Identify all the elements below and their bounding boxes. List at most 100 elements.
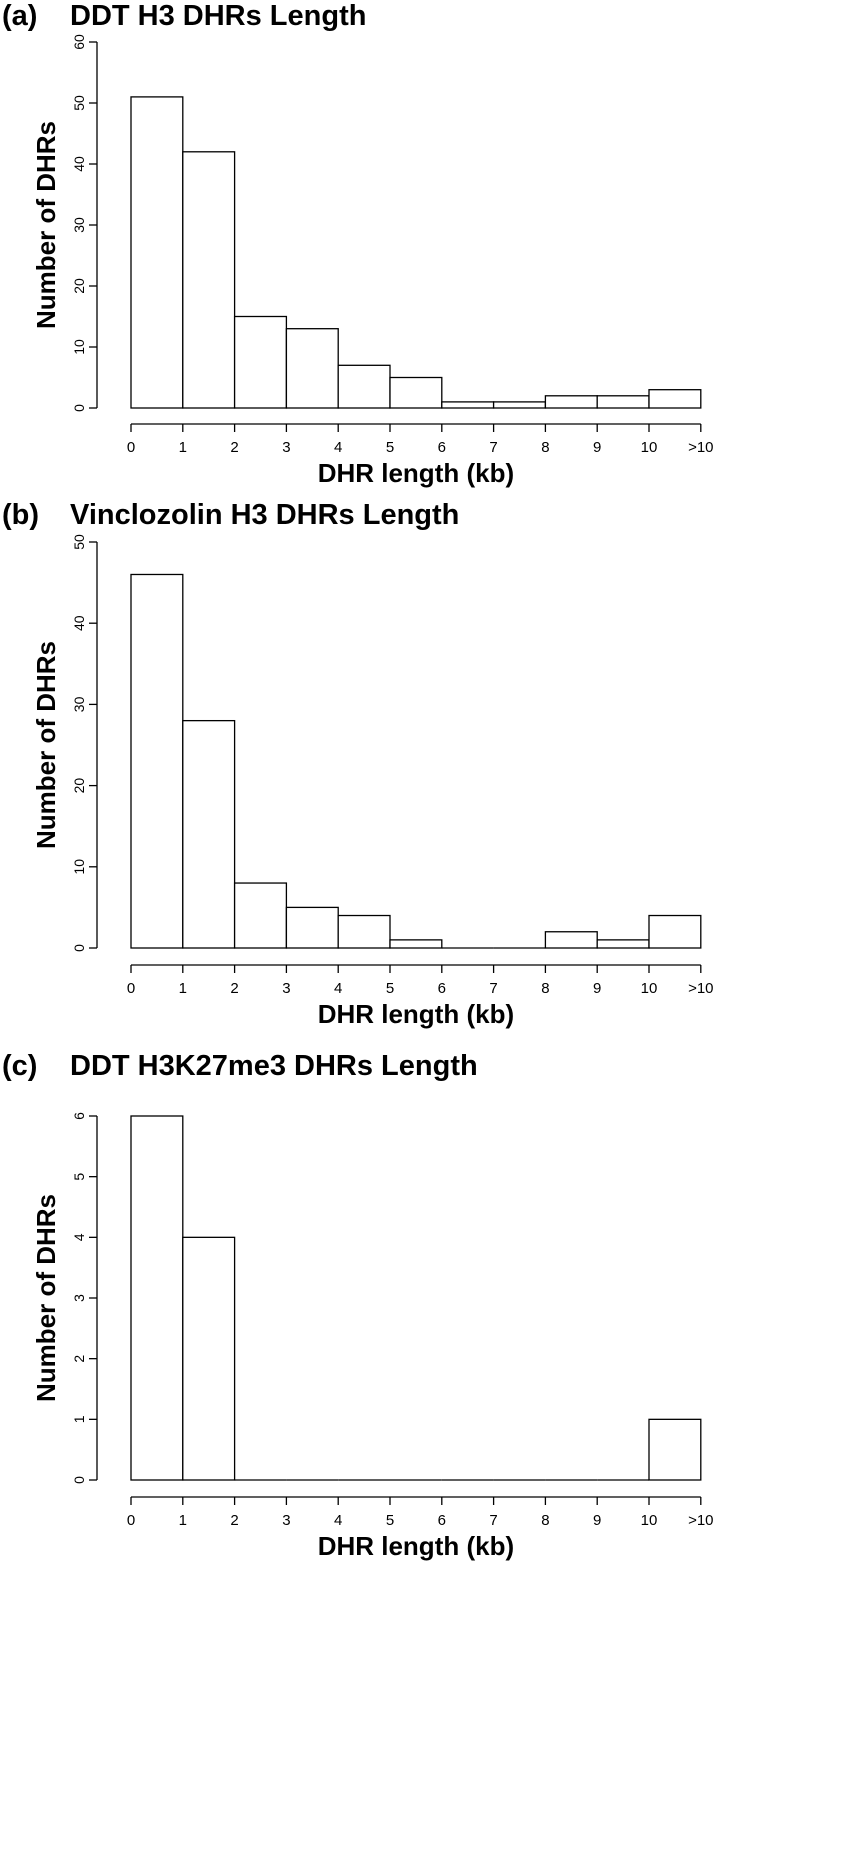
- x-tick-label: 2: [230, 439, 238, 456]
- x-tick-label: 0: [127, 439, 135, 456]
- y-tick-label: 5: [71, 1173, 87, 1181]
- x-tick-label: 9: [593, 439, 601, 456]
- y-axis-title: Number of DHRs: [31, 641, 61, 849]
- y-axis-title: Number of DHRs: [31, 1194, 61, 1402]
- x-axis-title: DHR length (kb): [318, 999, 514, 1029]
- bar-0-1: [130, 96, 184, 409]
- x-axis-title: DHR length (kb): [318, 1531, 514, 1561]
- bar->10: [648, 1418, 702, 1481]
- x-tick-label: 7: [489, 980, 497, 997]
- bar-6-7: [441, 401, 495, 409]
- panel-c-letter: (c): [2, 1050, 38, 1082]
- bar-1-2: [182, 151, 236, 409]
- y-tick-label: 20: [71, 778, 87, 794]
- x-tick-label: 7: [489, 439, 497, 456]
- x-tick-label: 10: [641, 1512, 658, 1529]
- panel-b-heading: Vinclozolin H3 DHRs Length: [70, 499, 460, 531]
- panel-b-letter: (b): [2, 499, 40, 531]
- bar-2-3: [233, 315, 288, 409]
- bar-9-10: [596, 939, 650, 949]
- bar->10: [648, 914, 702, 949]
- x-tick-label: 9: [593, 980, 601, 997]
- bar-0-1: [130, 573, 184, 949]
- bar-2-3: [233, 882, 288, 949]
- y-tick-label: 50: [71, 95, 87, 111]
- y-tick-label: 6: [71, 1112, 87, 1120]
- y-tick-label: 30: [71, 696, 87, 712]
- bar-7-8: [492, 401, 547, 409]
- y-tick-label: 40: [71, 156, 87, 172]
- x-tick-label: 5: [386, 1512, 394, 1529]
- y-tick-label: 0: [71, 1476, 87, 1484]
- bar-1-2: [182, 719, 236, 949]
- x-tick-label: 8: [541, 980, 549, 997]
- bar-3-4: [285, 328, 339, 409]
- y-axis-title: Number of DHRs: [31, 121, 61, 329]
- panel-a-title: (a) DDT H3 DHRs Length: [2, 0, 366, 33]
- bar-8-9: [544, 395, 598, 409]
- x-tick-label: >10: [688, 439, 713, 456]
- y-tick-label: 0: [71, 944, 87, 952]
- panel-c: (c) DDT H3K27me3 DHRs Length 0 1 2 3 4 5 6 0 1 2 3 4…: [0, 1050, 850, 1855]
- x-tick-label: 3: [282, 980, 290, 997]
- x-tick-label: 1: [179, 439, 187, 456]
- chart-b: 0 10 20 30 40 50 0 1 2 3 4 5 6 7 8 9 10 >10 Number of DHRs…: [31, 534, 714, 1029]
- bar-4-5: [337, 364, 391, 409]
- x-tick-label: 7: [489, 1512, 497, 1529]
- y-tick-label: 20: [71, 278, 87, 294]
- bar->10: [648, 389, 702, 409]
- x-tick-label: >10: [688, 980, 713, 997]
- x-tick-label: 4: [334, 1512, 342, 1529]
- panel-b: (b) Vinclozolin H3 DHRs Length 0 10 20 30 40 5…: [0, 499, 850, 1044]
- chart-a: 0 10 20 30 40 50 60 0 1 2 3 4 5 6 7 8 9 10 >10 Number of DH…: [31, 34, 714, 488]
- x-tick-label: 3: [282, 439, 290, 456]
- y-tick-label: 30: [71, 217, 87, 233]
- x-tick-label: 8: [541, 439, 549, 456]
- x-tick-label: 4: [334, 980, 342, 997]
- chart-c: 0 1 2 3 4 5 6 0 1 2 3 4 5 6 7 8 9 10 >10 Number of DHRs DHR …: [31, 1112, 714, 1561]
- x-tick-label: 6: [438, 980, 446, 997]
- x-tick-label: 0: [127, 980, 135, 997]
- y-tick-label: 40: [71, 615, 87, 631]
- y-tick-label: 4: [71, 1233, 87, 1241]
- bar-8-9: [544, 931, 598, 949]
- x-tick-label: 2: [230, 1512, 238, 1529]
- x-tick-label: 5: [386, 980, 394, 997]
- x-tick-label: 5: [386, 439, 394, 456]
- y-tick-label: 2: [71, 1355, 87, 1363]
- panel-a-letter: (a): [2, 0, 38, 32]
- x-tick-label: 8: [541, 1512, 549, 1529]
- panel-b-title: (b) Vinclozolin H3 DHRs Length: [2, 499, 459, 532]
- x-tick-label: 0: [127, 1512, 135, 1529]
- x-tick-label: 6: [438, 1512, 446, 1529]
- bar-4-5: [337, 914, 391, 949]
- x-tick-label: 9: [593, 1512, 601, 1529]
- y-tick-label: 50: [71, 534, 87, 550]
- x-tick-label: 10: [641, 439, 658, 456]
- x-tick-label: 1: [179, 1512, 187, 1529]
- x-tick-label: 3: [282, 1512, 290, 1529]
- panel-c-heading: DDT H3K27me3 DHRs Length: [70, 1050, 478, 1082]
- x-tick-label: >10: [688, 1512, 713, 1529]
- bar-5-6: [389, 376, 443, 409]
- y-tick-label: 0: [71, 404, 87, 412]
- panel-a-heading: DDT H3 DHRs Length: [70, 0, 367, 32]
- bar-1-2: [182, 1236, 236, 1481]
- x-tick-label: 2: [230, 980, 238, 997]
- bar-9-10: [596, 395, 650, 409]
- y-tick-label: 10: [71, 859, 87, 875]
- x-tick-label: 4: [334, 439, 342, 456]
- y-tick-label: 3: [71, 1294, 87, 1302]
- x-tick-label: 10: [641, 980, 658, 997]
- bar-0-1: [130, 1115, 184, 1481]
- x-tick-label: 6: [438, 439, 446, 456]
- y-tick-label: 1: [71, 1415, 87, 1423]
- x-tick-label: 1: [179, 980, 187, 997]
- bar-5-6: [389, 939, 443, 949]
- bar-3-4: [285, 906, 339, 949]
- panel-c-title: (c) DDT H3K27me3 DHRs Length: [2, 1050, 478, 1083]
- y-tick-label: 10: [71, 339, 87, 355]
- x-axis-title: DHR length (kb): [318, 458, 514, 488]
- y-tick-label: 60: [71, 34, 87, 50]
